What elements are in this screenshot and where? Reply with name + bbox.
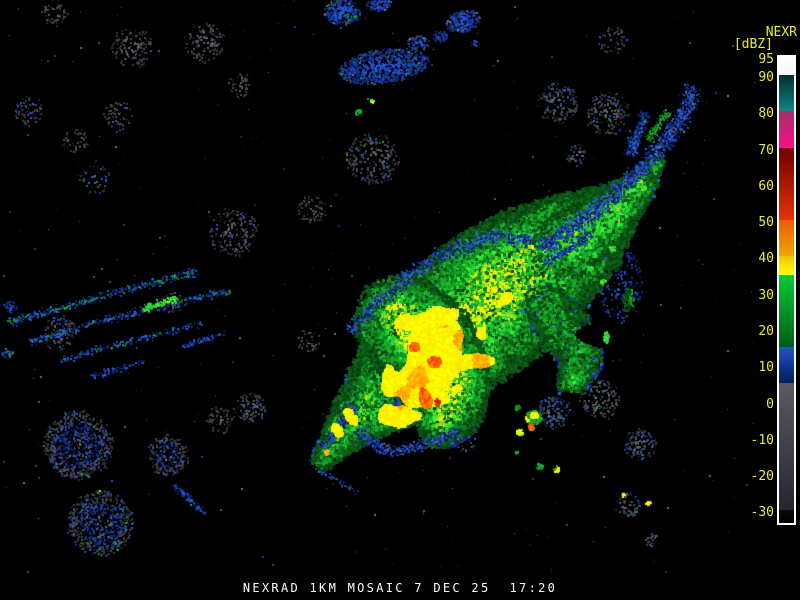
colorbar-segment [779,111,794,148]
timestamp-caption: NEXRAD 1KM MOSAIC 7 DEC 25 17:20 [242,581,558,595]
colorbar-segment [779,347,794,384]
product-label: NEXR [765,25,797,40]
colorbar-tick--10: -10 [750,432,774,448]
colorbar-tick-70: 70 [758,142,774,158]
colorbar-tick-90: 90 [758,70,774,86]
colorbar-tick--20: -20 [750,469,774,485]
colorbar-tick-10: 10 [758,360,774,376]
colorbar-segment [779,75,794,112]
colorbar-tick-0: 0 [766,396,774,412]
colorbar-segment [779,220,794,257]
colorbar [777,55,796,525]
colorbar-segment [779,383,794,511]
colorbar-segment [779,147,794,221]
colorbar-segment [779,256,794,275]
colorbar-tick-30: 30 [758,287,774,303]
units-label: [dBZ] [733,37,773,52]
colorbar-tick-95: 95 [758,52,774,67]
colorbar-tick-80: 80 [758,106,774,122]
colorbar-tick-40: 40 [758,251,774,267]
colorbar-tick--30: -30 [750,505,774,521]
colorbar-segment [779,510,794,523]
colorbar-tick-20: 20 [758,323,774,339]
colorbar-segment [779,57,794,76]
colorbar-tick-50: 50 [758,215,774,231]
colorbar-tick-60: 60 [758,178,774,194]
colorbar-segment [779,274,794,348]
